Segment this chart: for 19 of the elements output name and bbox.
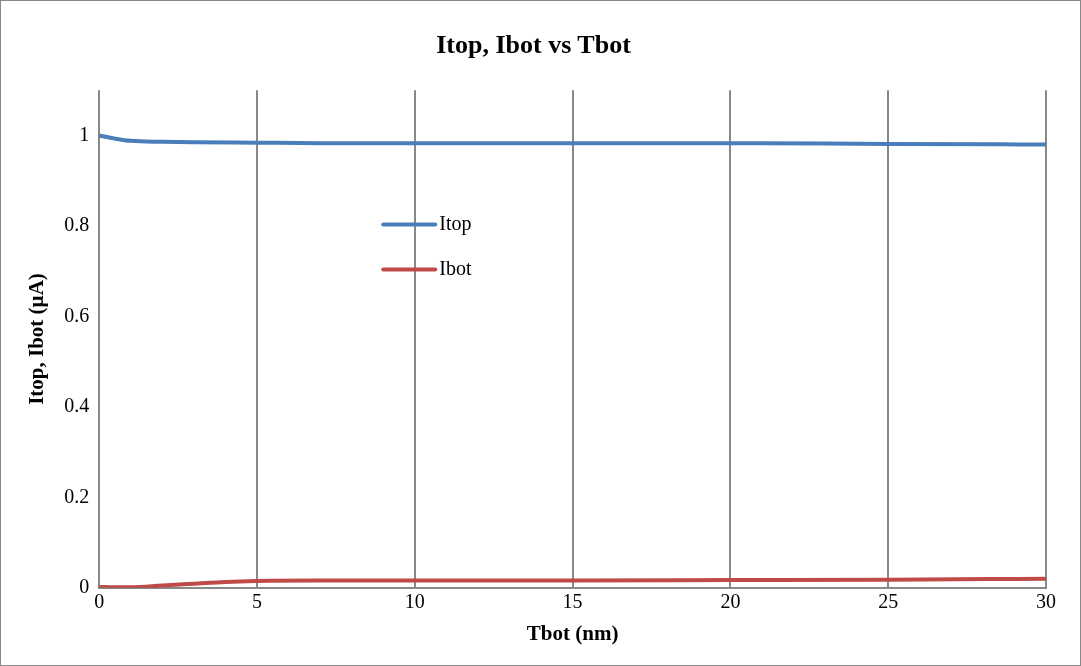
- x-tick-label: 0: [94, 590, 105, 613]
- x-axis-title: Tbot (nm): [526, 620, 619, 645]
- y-axis-title: Itop, Ibot (µA): [24, 273, 49, 405]
- y-tick-label: 1: [79, 122, 90, 145]
- x-tick-label: 5: [252, 590, 262, 613]
- x-tick-label: 20: [720, 590, 741, 613]
- y-tick-label: 0.6: [64, 303, 90, 326]
- y-tick-label: 0: [79, 575, 90, 598]
- x-tick-label: 30: [1036, 590, 1056, 613]
- y-tick-label: 0.8: [64, 213, 90, 236]
- line-series: [99, 133, 1046, 147]
- legend-label: Ibot: [439, 256, 472, 279]
- legend-label: Itop: [439, 211, 472, 235]
- x-tick-label: 25: [878, 590, 899, 613]
- x-tick-label: 15: [562, 590, 583, 613]
- y-tick-label: 0.2: [64, 484, 90, 507]
- chart-title: Itop, Ibot vs Tbot: [436, 30, 632, 60]
- x-tick-label: 10: [404, 590, 425, 613]
- y-tick-label: 0.4: [64, 394, 90, 417]
